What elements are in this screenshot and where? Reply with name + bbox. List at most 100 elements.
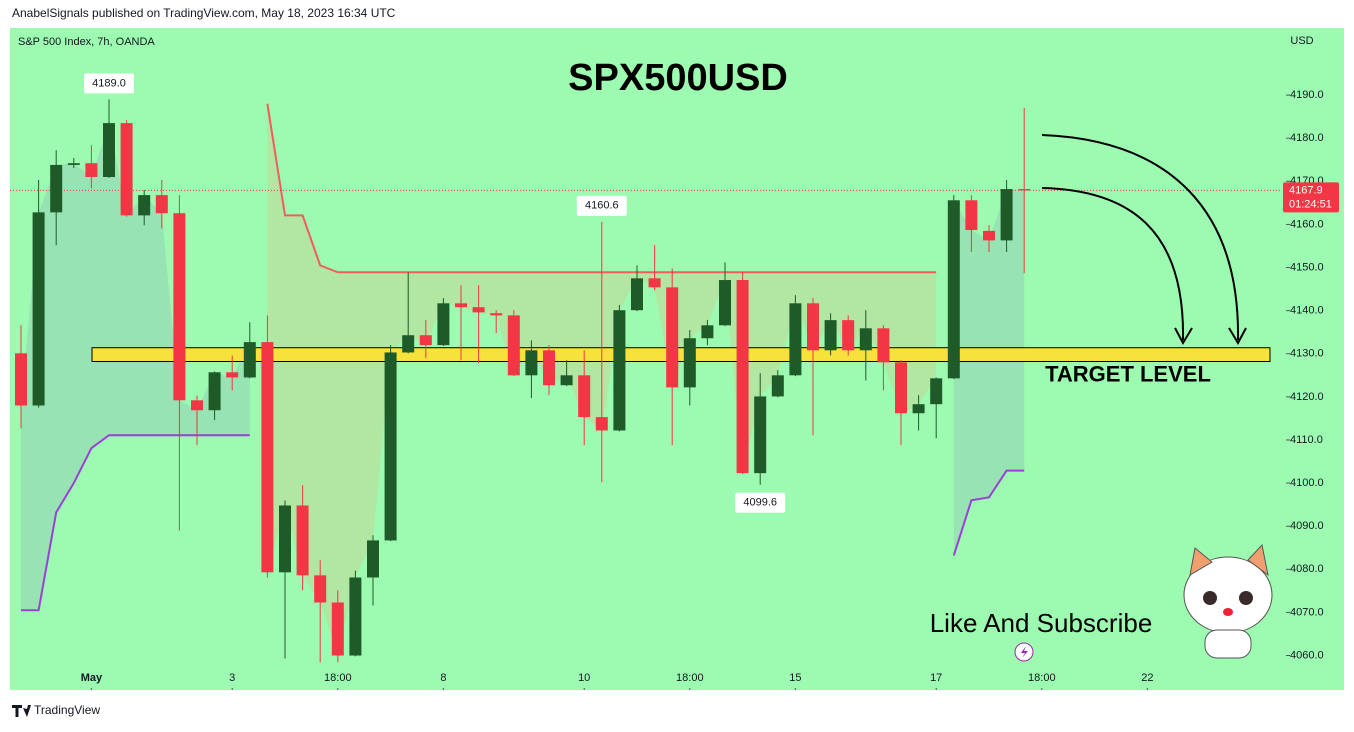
candle-body bbox=[261, 342, 274, 573]
y-tick-label: 4090.0 bbox=[1290, 520, 1324, 532]
candle-body bbox=[613, 310, 626, 431]
candle-body bbox=[402, 335, 415, 353]
candle-body bbox=[701, 325, 714, 339]
chart-title: SPX500USD bbox=[568, 57, 788, 99]
y-tick-label: 4100.0 bbox=[1290, 477, 1324, 489]
x-tick-label: 18:00 bbox=[676, 672, 704, 684]
x-tick-label: May bbox=[81, 672, 103, 684]
annotation-box bbox=[735, 492, 786, 513]
candle-body bbox=[67, 163, 80, 165]
y-tick-label: 4060.0 bbox=[1290, 649, 1324, 661]
band-fill bbox=[953, 189, 1025, 556]
arrows bbox=[1041, 134, 1247, 346]
candle-body bbox=[895, 362, 907, 414]
last-price-tag bbox=[1283, 182, 1339, 213]
countdown-label: 01:24:51 bbox=[1289, 198, 1332, 210]
candle-body bbox=[525, 350, 538, 376]
arrow bbox=[1041, 134, 1240, 341]
header: AnabelSignals published on TradingView.c… bbox=[12, 6, 396, 20]
candle-body bbox=[243, 342, 256, 378]
y-tick-label: 4180.0 bbox=[1290, 132, 1324, 144]
candle-body bbox=[507, 315, 520, 376]
candle-body bbox=[859, 328, 872, 351]
candle-body bbox=[155, 195, 168, 214]
candle-body bbox=[648, 278, 661, 288]
x-tick-label: 10 bbox=[578, 672, 590, 684]
candle-body bbox=[877, 328, 890, 363]
y-tick-label: 4120.0 bbox=[1290, 391, 1324, 403]
target-label: TARGET LEVEL bbox=[1045, 361, 1211, 386]
candle-body bbox=[930, 378, 943, 405]
lower-band bbox=[21, 434, 1025, 612]
cat-sticker bbox=[1183, 543, 1273, 659]
cat-eye bbox=[1203, 591, 1217, 605]
candle-body bbox=[120, 123, 133, 216]
candle-body bbox=[578, 375, 591, 418]
currency: USD bbox=[1290, 35, 1313, 47]
candle-body bbox=[296, 505, 309, 576]
candle-body bbox=[32, 212, 45, 406]
candle-body bbox=[1000, 189, 1013, 241]
candle-body bbox=[965, 200, 978, 231]
x-tick-label: 3 bbox=[229, 672, 235, 684]
y-tick-label: 4130.0 bbox=[1290, 348, 1324, 360]
arrow bbox=[1041, 187, 1185, 341]
x-tick-label: 18:00 bbox=[324, 672, 352, 684]
y-tick-label: 4110.0 bbox=[1290, 434, 1323, 446]
cat-body bbox=[1204, 629, 1252, 659]
cat-ears bbox=[1189, 543, 1269, 577]
candle-body bbox=[173, 213, 186, 401]
candle-body bbox=[50, 164, 63, 213]
last-price-label: 4167.9 bbox=[1289, 184, 1323, 196]
candle-body bbox=[543, 350, 555, 386]
y-tick-label: 4080.0 bbox=[1290, 563, 1324, 575]
candle-body bbox=[666, 287, 679, 388]
candle-body bbox=[455, 303, 467, 308]
candle-body bbox=[983, 230, 995, 241]
candle-body bbox=[103, 123, 115, 178]
candle-body bbox=[1018, 189, 1031, 191]
candle-body bbox=[226, 372, 239, 378]
candle-body bbox=[138, 195, 151, 216]
candle-body bbox=[331, 602, 344, 656]
candle-body bbox=[560, 375, 573, 386]
arrow-head bbox=[1228, 327, 1247, 346]
y-tick-label: 4070.0 bbox=[1290, 606, 1324, 618]
annotation-box bbox=[84, 73, 134, 94]
annotation-box bbox=[576, 195, 627, 216]
y-tick-label: 4140.0 bbox=[1290, 305, 1324, 317]
candle-body bbox=[15, 353, 27, 406]
candle-body bbox=[947, 200, 960, 379]
candle-body bbox=[824, 320, 837, 351]
plot: 4060.0 4070.0 4080.0 4090.0 4100.0 4110.0 4120… bbox=[10, 73, 1339, 690]
candle-body bbox=[736, 280, 749, 474]
flash-bolt bbox=[1021, 646, 1028, 658]
candle-body bbox=[807, 303, 819, 351]
cat-mouth bbox=[1223, 608, 1233, 616]
candle-body bbox=[842, 320, 855, 351]
candle-body bbox=[631, 278, 643, 311]
candle-body bbox=[789, 303, 802, 376]
candle-body bbox=[279, 505, 291, 573]
subtitle: S&P 500 Index, 7h, OANDA bbox=[18, 36, 155, 48]
y-tick-label: 4150.0 bbox=[1290, 261, 1324, 273]
annotation-label: 4189.0 bbox=[92, 77, 126, 89]
candle-body bbox=[349, 577, 362, 656]
band-fill bbox=[21, 123, 250, 611]
candle-body bbox=[367, 540, 379, 578]
x-tick-label: 22 bbox=[1141, 672, 1153, 684]
y-tick-label: 4160.0 bbox=[1290, 218, 1324, 230]
annotation-label: 4160.6 bbox=[585, 200, 619, 212]
tv-logo bbox=[12, 705, 31, 717]
annotation-label: 4099.6 bbox=[743, 497, 777, 509]
candle-body bbox=[437, 303, 450, 346]
candle-body bbox=[472, 307, 485, 313]
candle-body bbox=[771, 375, 784, 397]
x-tick-label: 17 bbox=[930, 672, 942, 684]
y-tick-label: 4190.0 bbox=[1290, 89, 1324, 101]
candle-body bbox=[595, 417, 608, 431]
candle-body bbox=[208, 372, 221, 411]
x-tick-label: 18:00 bbox=[1028, 672, 1056, 684]
